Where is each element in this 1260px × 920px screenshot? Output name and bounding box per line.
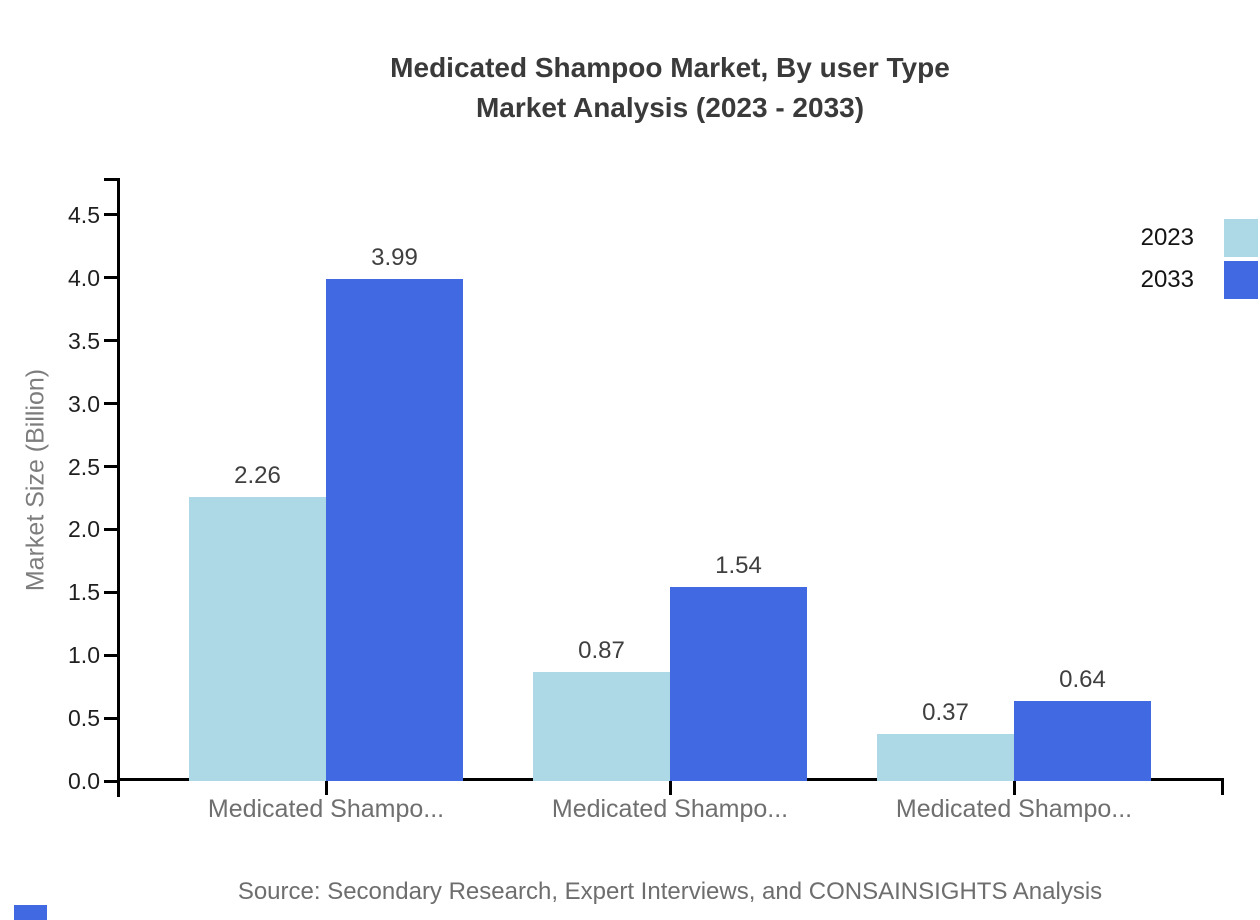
bar-2033-group2 xyxy=(670,587,807,781)
y-tick xyxy=(104,653,117,657)
value-label-2023-group3: 0.37 xyxy=(922,699,969,727)
y-tick xyxy=(104,527,117,531)
y-tick xyxy=(104,779,117,783)
y-tick-label: 2.0 xyxy=(68,516,100,543)
legend-label-2033: 2033 xyxy=(1140,266,1194,293)
y-tick xyxy=(104,276,117,280)
legend-swatch-2033 xyxy=(1224,261,1258,299)
bar-2033-group3 xyxy=(1014,700,1151,781)
legend-swatch-2023 xyxy=(1224,219,1258,257)
bar-2023-group1 xyxy=(189,496,326,781)
y-tick xyxy=(104,339,117,343)
y-tick-label: 1.0 xyxy=(68,642,100,669)
legend-label-2023: 2023 xyxy=(1140,224,1194,251)
x-tick xyxy=(1012,781,1016,795)
value-label-2033-group2: 1.54 xyxy=(715,552,762,580)
chart-title: Medicated Shampoo Market, By user Type M… xyxy=(120,48,1220,128)
value-label-2033-group1: 3.99 xyxy=(371,244,418,272)
bar-2023-group2 xyxy=(533,671,670,781)
y-tick-label: 3.0 xyxy=(68,390,100,417)
x-axis-end-tick xyxy=(1221,781,1224,795)
y-tick xyxy=(104,465,117,469)
y-axis-line xyxy=(117,178,120,797)
y-tick-label: 1.5 xyxy=(68,579,100,606)
y-tick xyxy=(104,716,117,720)
y-tick-label: 3.5 xyxy=(68,327,100,354)
chart-title-line2: Market Analysis (2023 - 2033) xyxy=(475,92,865,123)
x-tick xyxy=(324,781,328,795)
y-axis-end-tick xyxy=(104,178,117,181)
bar-2033-group1 xyxy=(326,279,463,781)
y-tick-label: 4.0 xyxy=(68,264,100,291)
y-tick-label: 4.5 xyxy=(68,201,100,228)
x-tick xyxy=(668,781,672,795)
value-label-2023-group2: 0.87 xyxy=(578,636,625,664)
y-tick xyxy=(104,213,117,217)
y-tick-label: 0.5 xyxy=(68,705,100,732)
category-label-3: Medicated Shampo... xyxy=(895,795,1133,823)
y-tick xyxy=(104,590,117,594)
y-tick-label: 0.0 xyxy=(68,768,100,794)
category-label-1: Medicated Shampo... xyxy=(207,795,445,823)
bar-2023-group3 xyxy=(877,734,1014,781)
chart-title-line1: Medicated Shampoo Market, By user Type xyxy=(390,52,950,83)
value-label-2033-group3: 0.64 xyxy=(1059,665,1106,693)
y-tick-label: 2.5 xyxy=(68,453,100,480)
y-tick xyxy=(104,402,117,406)
value-label-2023-group1: 2.26 xyxy=(234,461,281,489)
brand-mark xyxy=(14,905,47,920)
category-label-2: Medicated Shampo... xyxy=(551,795,789,823)
source-line: Source: Secondary Research, Expert Inter… xyxy=(237,878,1103,905)
